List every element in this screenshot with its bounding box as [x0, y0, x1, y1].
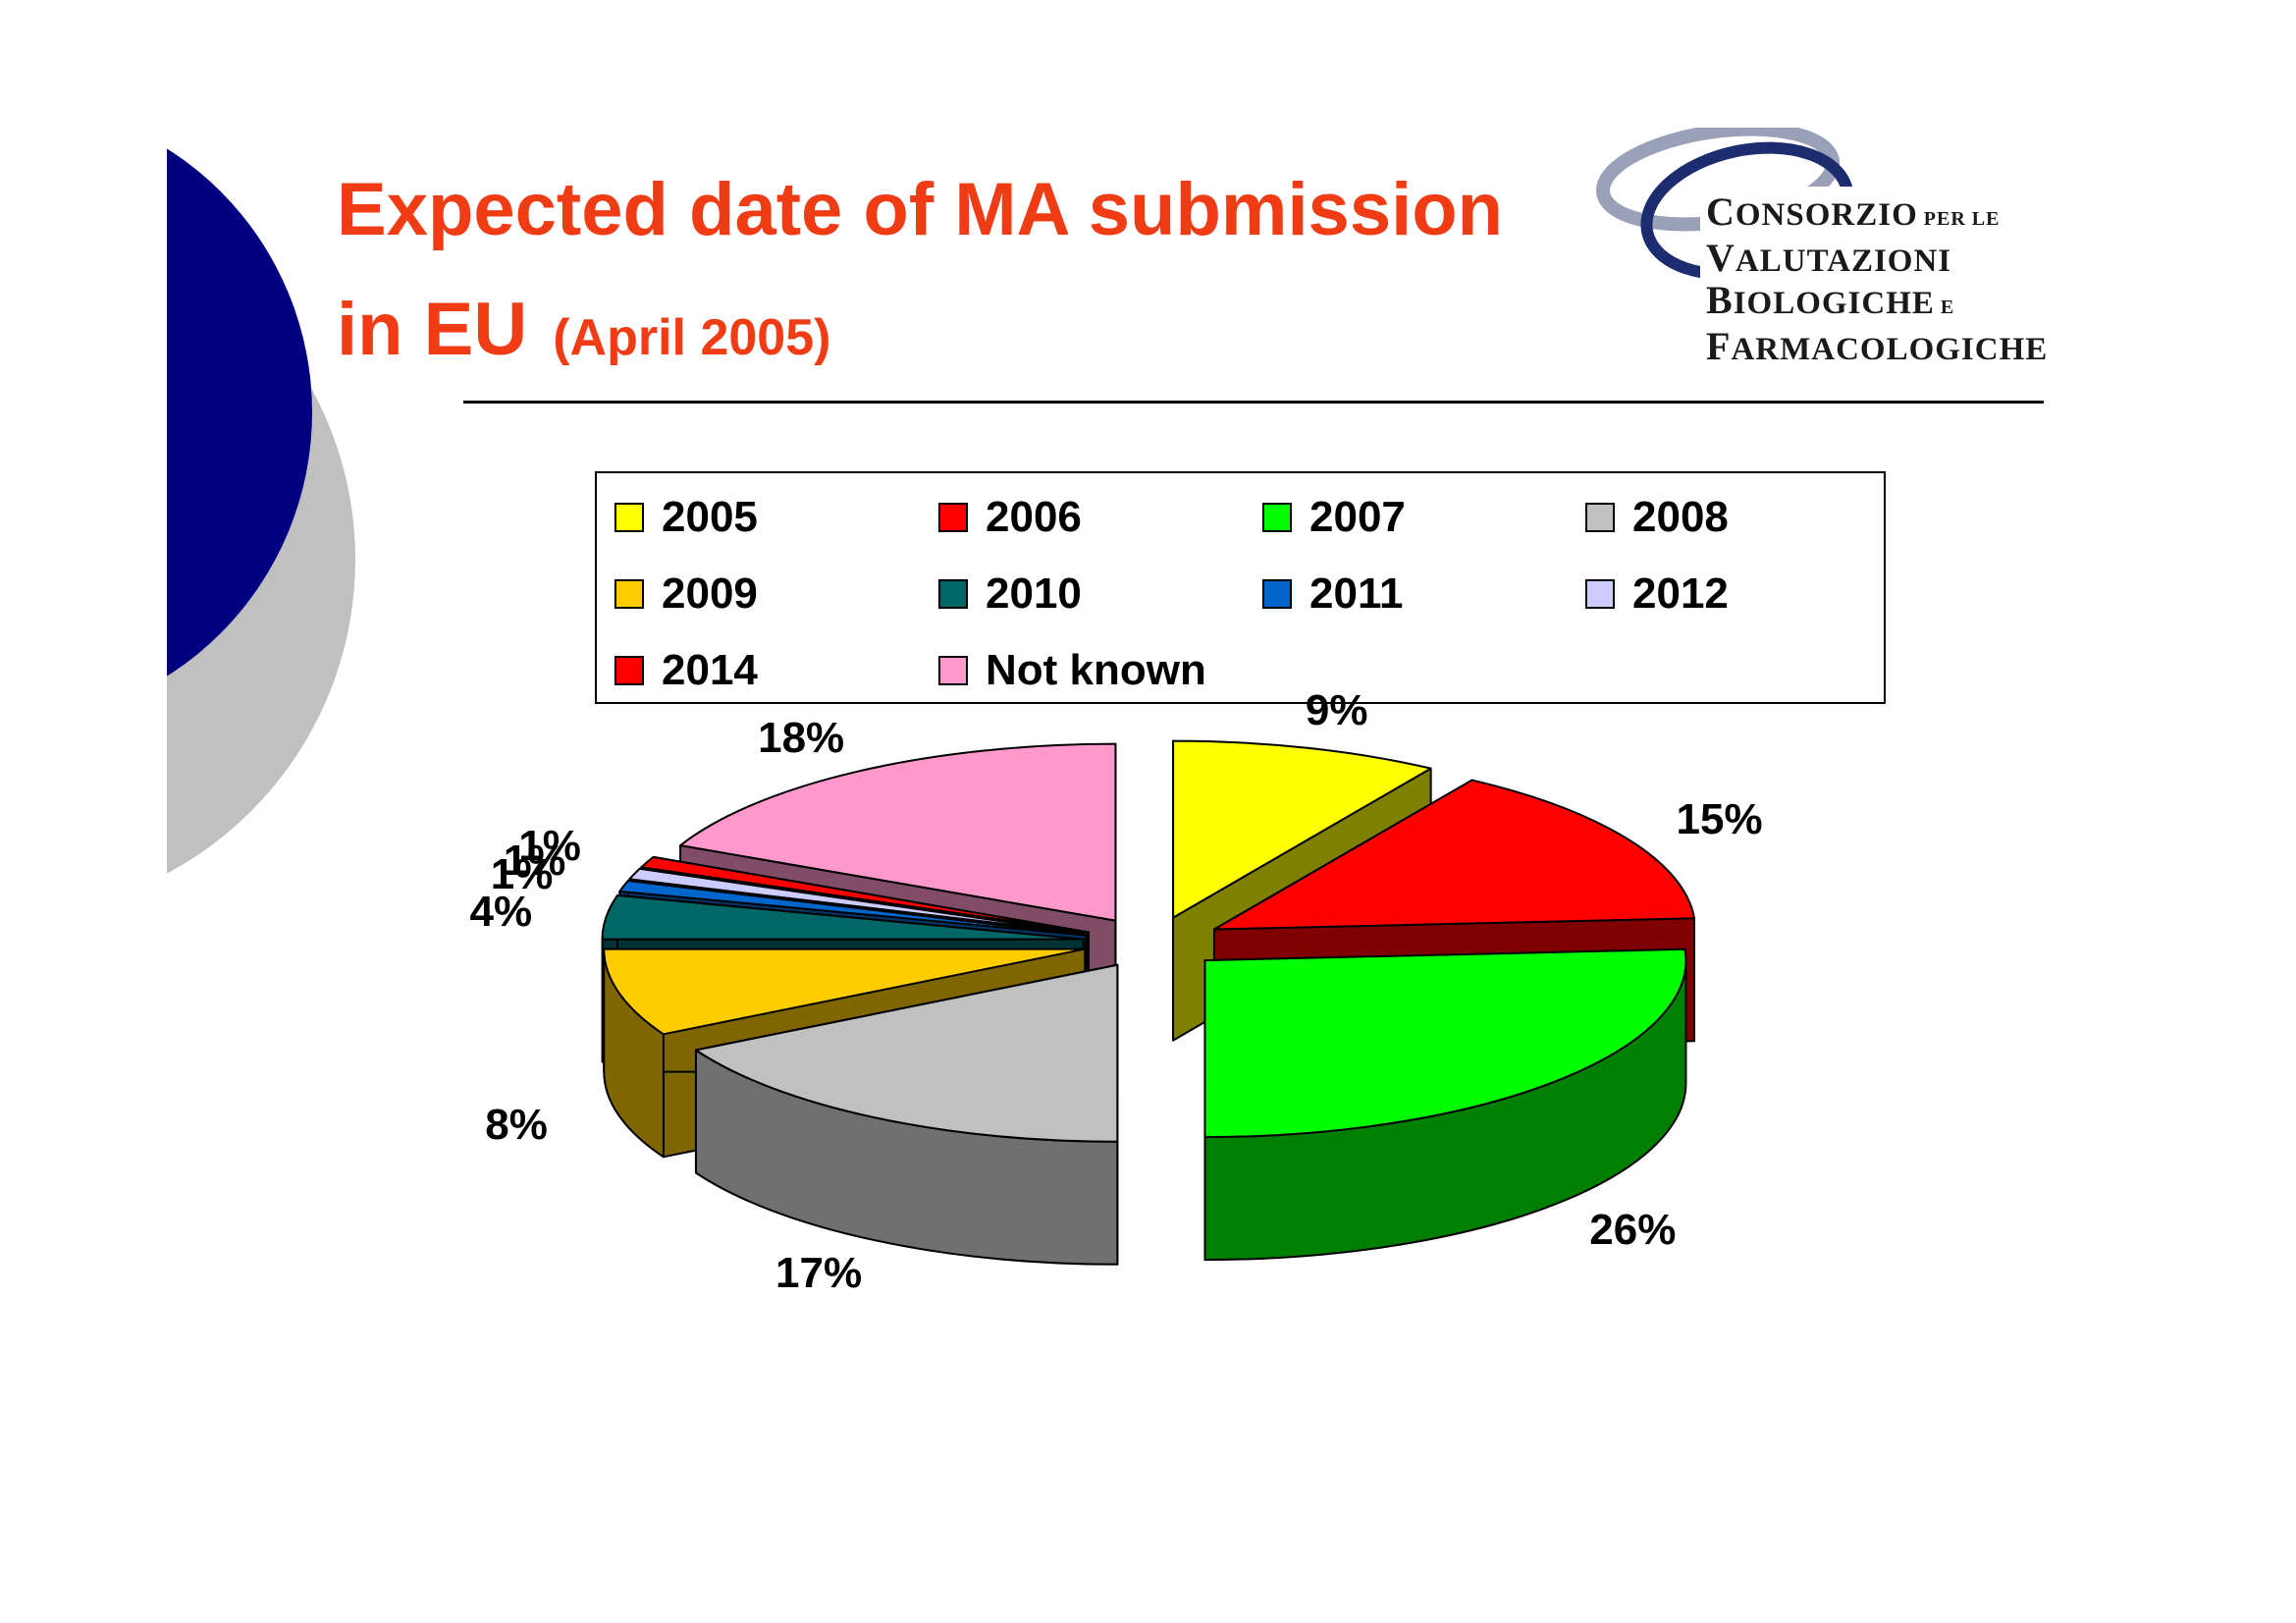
slide-title-line2: in EU (April 2005): [337, 287, 830, 372]
legend-item: 2007: [1262, 493, 1406, 542]
pie-data-label: 17%: [775, 1248, 863, 1297]
legend-label: 2014: [662, 646, 758, 694]
legend-item: 2005: [614, 493, 758, 542]
legend-label: 2008: [1632, 493, 1729, 541]
legend-swatch: [614, 656, 644, 685]
pie-slice-top: [679, 742, 1117, 922]
legend-label: 2010: [986, 569, 1082, 618]
pie-slice-top: [694, 963, 1119, 1143]
legend-label: 2007: [1309, 493, 1406, 541]
logo-line: CONSORZIO PER LE: [1706, 192, 2048, 239]
logo-small-word: E: [1934, 297, 1955, 318]
pie-slice-top: [1212, 779, 1696, 931]
legend-label: 2011: [1309, 569, 1404, 618]
legend-item: 2006: [938, 493, 1082, 542]
pie-data-label: 15%: [1676, 794, 1763, 843]
legend-swatch: [1585, 503, 1615, 532]
legend-swatch: [1262, 503, 1292, 532]
pie-data-label: 1%: [503, 836, 566, 885]
chart-legend: 2005 2006 2007 2008 2009 2010 2011 2012 2014 Not …: [595, 471, 1886, 704]
pie-slice-top: [1203, 947, 1687, 1139]
legend-swatch: [938, 579, 968, 609]
logo-initial: B: [1706, 278, 1734, 322]
logo-initial: V: [1706, 236, 1735, 280]
logo-initial: F: [1706, 324, 1732, 368]
pie-data-label: 1%: [490, 850, 554, 899]
pie-data-label: 8%: [485, 1101, 548, 1150]
pie-slice-top: [603, 947, 1087, 1036]
legend-item: 2011: [1262, 569, 1403, 619]
logo-word: ARMACOLOGICHE: [1731, 332, 2049, 367]
title-date: (April 2005): [553, 309, 831, 366]
pie-data-label: 26%: [1589, 1206, 1677, 1255]
legend-label: Not known: [986, 646, 1206, 694]
legend-swatch: [938, 656, 968, 685]
logo-small-word: PER LE: [1917, 208, 2001, 230]
slide-decoration: [0, 0, 355, 884]
legend-swatch: [1262, 579, 1292, 609]
legend-item: Not known: [938, 646, 1206, 695]
logo-initial: C: [1706, 189, 1735, 234]
legend-label: 2012: [1632, 569, 1729, 618]
title-divider: [463, 401, 2044, 404]
legend-swatch: [614, 579, 644, 609]
pie-data-label: 9%: [1305, 685, 1368, 734]
pie-data-label: 1%: [518, 822, 581, 871]
legend-item: 2008: [1585, 493, 1729, 542]
legend-label: 2009: [662, 569, 758, 618]
logo-line: VALUTAZIONI: [1706, 239, 2048, 281]
pie-data-label: 18%: [758, 714, 845, 763]
title-region: in EU: [337, 288, 528, 371]
legend-item: 2014: [614, 646, 758, 695]
pie-data-label: 4%: [469, 888, 533, 937]
slide-title: Expected date of MA submission: [337, 168, 1504, 251]
logo-word: ONSORZIO: [1735, 197, 1918, 233]
pie-slice: [1203, 947, 1687, 1262]
legend-item: 2012: [1585, 569, 1729, 619]
legend-swatch: [938, 503, 968, 532]
pie-slice: [694, 963, 1119, 1266]
pie-slice-top: [601, 893, 1085, 941]
logo-line: FARMACOLOGICHE: [1706, 327, 2048, 369]
legend-swatch: [614, 503, 644, 532]
pie-slice-top: [628, 867, 1089, 936]
legend-item: 2010: [938, 569, 1082, 619]
consortium-logo: [1595, 128, 2034, 334]
logo-line: BIOLOGICHE E: [1706, 281, 2048, 327]
legend-swatch: [1585, 579, 1615, 609]
legend-label: 2006: [986, 493, 1082, 541]
logo-word: ALUTAZIONI: [1735, 243, 1952, 279]
pie-slice-top: [618, 879, 1087, 937]
pie-slice-top: [640, 855, 1090, 934]
pie-slice-top: [1172, 739, 1432, 919]
logo-word: IOLOGICHE: [1733, 286, 1935, 321]
legend-item: 2009: [614, 569, 758, 619]
legend-label: 2005: [662, 493, 758, 541]
